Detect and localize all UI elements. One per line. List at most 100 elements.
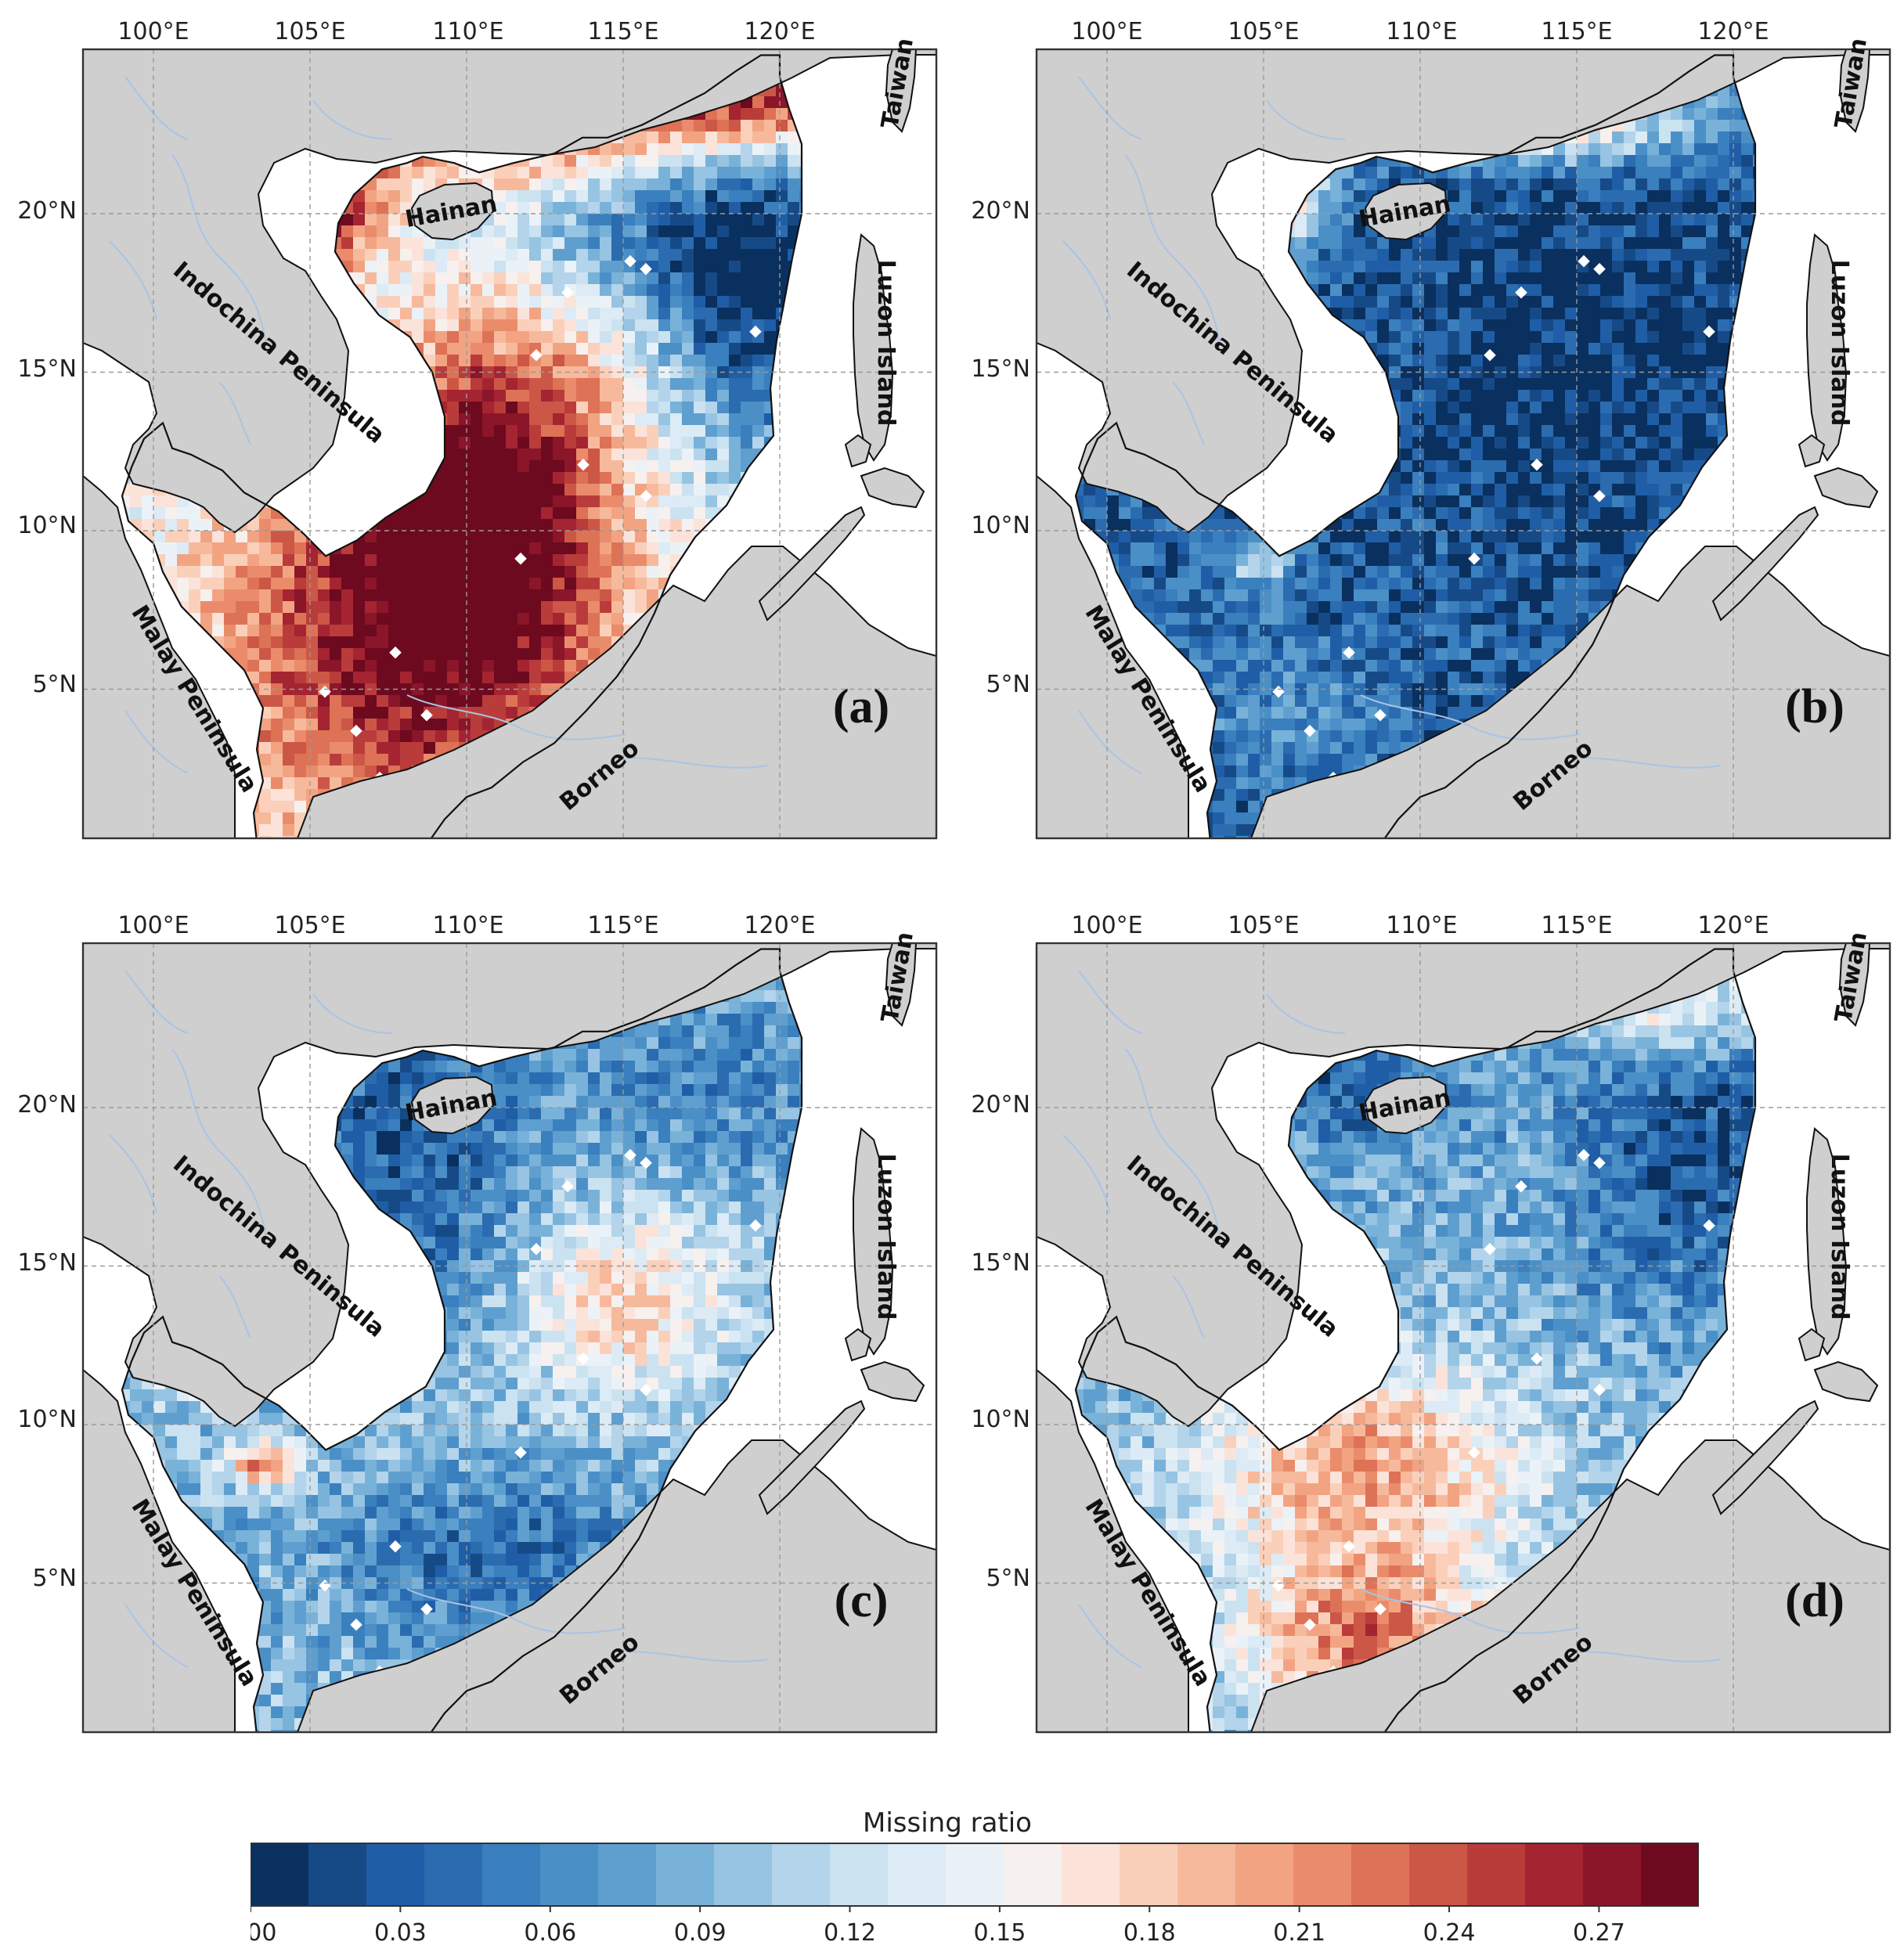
land-mindoro <box>844 434 872 468</box>
lon-tick-100: 100°E <box>1071 912 1142 939</box>
lat-tick-5: 5°N <box>986 671 1030 698</box>
land-palawan <box>1711 506 1819 621</box>
colorbar-swatch <box>772 1843 831 1906</box>
graticule <box>83 943 936 1732</box>
lon-tick-110: 110°E <box>1386 18 1457 45</box>
lat-tick-5: 5°N <box>32 1565 77 1592</box>
colorbar-tick-label: 0.12 <box>824 1919 876 1947</box>
lat-tick-20: 20°N <box>17 197 77 225</box>
land-luzon <box>1806 1127 1848 1356</box>
land-hainan <box>410 1075 495 1135</box>
label-luzon: Luzon Island <box>872 1154 900 1320</box>
land-visayas <box>860 1360 925 1403</box>
colorbar-swatch <box>482 1843 541 1906</box>
colorbar-swatch <box>251 1843 309 1906</box>
lat-tick-20: 20°N <box>971 1091 1030 1119</box>
lat-tick-20: 20°N <box>17 1091 77 1119</box>
colorbar-swatch <box>1235 1843 1294 1906</box>
map-panel-c: Hainan Taiwan Indochina Peninsula Luzon Isl… <box>17 900 938 1734</box>
lat-tick-20: 20°N <box>971 197 1030 225</box>
colorbar-swatch <box>656 1843 715 1906</box>
colorbar-swatch <box>540 1843 599 1906</box>
land-malay <box>1037 1368 1189 1732</box>
coastline <box>121 54 803 838</box>
land-palawan <box>758 506 866 621</box>
colorbar-tick-label: 0.15 <box>973 1919 1026 1947</box>
coastline <box>1074 948 1757 1732</box>
land <box>1037 943 1890 1732</box>
land-taiwan <box>885 943 918 1027</box>
colorbar-tick-label: 0.03 <box>374 1919 427 1947</box>
colorbar: Missing ratio 0.000.030.060.090.120.150.… <box>251 1808 1699 1947</box>
land-taiwan <box>885 49 918 133</box>
label-luzon: Luzon Island <box>1826 1154 1853 1320</box>
land-malay <box>83 474 236 838</box>
lon-tick-115: 115°E <box>587 912 658 939</box>
colorbar-swatch <box>946 1843 1004 1906</box>
colorbar-swatch <box>714 1843 773 1906</box>
graticule <box>1037 943 1890 1732</box>
land-hainan <box>1364 1075 1448 1135</box>
colorbar-swatch <box>1583 1843 1642 1906</box>
colorbar-frame <box>251 1843 1699 1907</box>
colorbar-swatch <box>1409 1843 1468 1906</box>
colorbar-swatch <box>366 1843 425 1906</box>
panel-label: (b) <box>1785 680 1844 733</box>
panel-label: (a) <box>833 680 889 733</box>
land-mindoro <box>1798 1328 1826 1362</box>
colorbar-tick-label: 0.24 <box>1423 1919 1476 1947</box>
lon-tick-110: 110°E <box>1386 912 1457 939</box>
land <box>83 49 936 838</box>
colorbar-swatch <box>424 1843 483 1906</box>
colorbar-tick-label: 0.06 <box>524 1919 576 1947</box>
rivers <box>1062 76 1722 774</box>
colorbar-swatch <box>888 1843 947 1906</box>
map-panel-b: Hainan Taiwan Indochina Peninsula Luzon Isl… <box>971 6 1891 840</box>
colorbar-swatch <box>1177 1843 1236 1906</box>
lon-tick-120: 120°E <box>1697 18 1769 45</box>
map-frame <box>81 942 938 1734</box>
colorbar-swatch <box>1120 1843 1178 1906</box>
land-indochina <box>83 943 936 1428</box>
colorbar-swatch <box>598 1843 657 1906</box>
lon-tick-110: 110°E <box>432 18 503 45</box>
land-palawan <box>1711 1400 1819 1515</box>
lat-tick-10: 10°N <box>17 512 77 539</box>
colorbar-swatch <box>1004 1843 1062 1906</box>
land-visayas <box>860 467 925 509</box>
lon-tick-120: 120°E <box>1697 912 1769 939</box>
map-panel-a: Hainan Taiwan Indochina Peninsula Luzon Isl… <box>17 6 938 840</box>
lon-tick-105: 105°E <box>274 912 345 939</box>
land <box>1037 49 1890 838</box>
lat-tick-15: 15°N <box>17 1249 77 1277</box>
colorbar-ticks: 0.00 0.03 0.06 0.09 0.12 0.15 0.18 0.21 0.24 0.27 <box>251 1906 1625 1947</box>
land-mindoro <box>1798 434 1826 468</box>
colorbar-tick-label: 0.00 <box>251 1919 276 1947</box>
coastline <box>121 948 803 1732</box>
land-indochina <box>83 49 936 534</box>
land-borneo <box>1250 546 1890 838</box>
land-taiwan <box>1838 49 1871 133</box>
lat-tick-15: 15°N <box>971 1249 1030 1277</box>
colorbar-tick-label: 0.09 <box>674 1919 727 1947</box>
lon-tick-105: 105°E <box>1228 912 1299 939</box>
lon-tick-100: 100°E <box>117 18 189 45</box>
coastline <box>1074 54 1757 838</box>
colorbar-swatch <box>1351 1843 1410 1906</box>
lat-tick-15: 15°N <box>17 355 77 383</box>
colorbar-swatch <box>1641 1843 1699 1906</box>
colorbar-tick-label: 0.18 <box>1123 1919 1176 1947</box>
map-frame <box>81 48 938 840</box>
lat-tick-15: 15°N <box>971 355 1030 383</box>
map-frame <box>1035 942 1891 1734</box>
land-mindoro <box>844 1328 872 1362</box>
colorbar-swatch <box>308 1843 367 1906</box>
lon-tick-115: 115°E <box>1541 912 1612 939</box>
land-malay <box>1037 474 1189 838</box>
land-borneo <box>296 546 936 838</box>
colorbar-swatch <box>1467 1843 1526 1906</box>
